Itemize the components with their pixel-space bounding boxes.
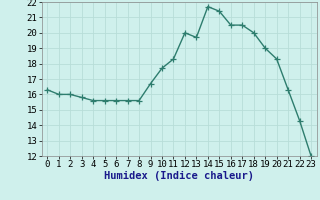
X-axis label: Humidex (Indice chaleur): Humidex (Indice chaleur): [104, 171, 254, 181]
